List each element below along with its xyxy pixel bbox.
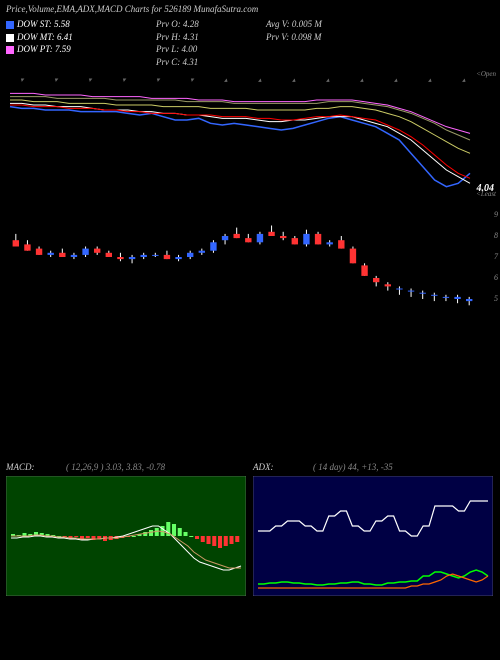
legend-item: Prv V: 0.098 M bbox=[266, 31, 364, 44]
legend-item: Prv L: 4.00 bbox=[156, 43, 254, 56]
legend-item: Prv H: 4.31 bbox=[156, 31, 254, 44]
prev-legend: Prv O: 4.28Prv H: 4.31Prv L: 4.00Prv C: … bbox=[150, 16, 260, 70]
y-tick: 9 bbox=[494, 210, 498, 219]
vol-legend: Avg V: 0.005 MPrv V: 0.098 M bbox=[260, 16, 370, 70]
legend-label: DOW ST: 5.58 bbox=[17, 19, 70, 29]
svg-text:▴: ▴ bbox=[428, 76, 432, 84]
swatch-icon bbox=[6, 21, 14, 29]
legend-label: DOW MT: 6.41 bbox=[17, 32, 73, 42]
swatch-icon bbox=[6, 46, 14, 54]
dow-legend: DOW ST: 5.58 DOW MT: 6.41 DOW PT: 7.59 bbox=[0, 16, 150, 70]
legend-item: Prv C: 4.31 bbox=[156, 56, 254, 69]
adx-subtitle: ( 14 day) 44, +13, -35 bbox=[313, 462, 393, 472]
svg-text:▴: ▴ bbox=[360, 76, 364, 84]
candlestick-chart: <Least 56789 bbox=[0, 200, 500, 330]
y-tick: 5 bbox=[494, 294, 498, 303]
svg-text:▴: ▴ bbox=[224, 76, 228, 84]
legend-item: Prv O: 4.28 bbox=[156, 18, 254, 31]
legend-area: DOW ST: 5.58 DOW MT: 6.41 DOW PT: 7.59 Prv… bbox=[0, 16, 500, 70]
macd-chart: MACD: ( 12,26,9 ) 3.03, 3.83, -0.78 bbox=[6, 476, 247, 596]
axis-label: <Open bbox=[476, 70, 496, 78]
macd-subtitle: ( 12,26,9 ) 3.03, 3.83, -0.78 bbox=[66, 462, 165, 472]
legend-item: DOW MT: 6.41 bbox=[6, 31, 144, 44]
axis-label: <Least bbox=[476, 190, 496, 198]
svg-text:▴: ▴ bbox=[462, 76, 466, 84]
legend-item: Avg V: 0.005 M bbox=[266, 18, 364, 31]
page-title: Price,Volume,EMA,ADX,MACD Charts for 526… bbox=[0, 0, 500, 16]
legend-label: DOW PT: 7.59 bbox=[17, 44, 71, 54]
y-tick: 6 bbox=[494, 273, 498, 282]
adx-chart: ADX: ( 14 day) 44, +13, -35 bbox=[253, 476, 494, 596]
legend-item: DOW PT: 7.59 bbox=[6, 43, 144, 56]
svg-text:▴: ▴ bbox=[326, 76, 330, 84]
ema-price-chart: ▾▾▾▾▾▾▴▴▴▴▴▴▴▴ <Open 4.04 bbox=[0, 70, 500, 200]
spacer bbox=[0, 330, 500, 460]
swatch-icon bbox=[6, 34, 14, 42]
y-tick: 7 bbox=[494, 252, 498, 261]
macd-title: MACD: bbox=[6, 462, 35, 472]
svg-text:▴: ▴ bbox=[292, 76, 296, 84]
y-tick: 8 bbox=[494, 231, 498, 240]
svg-text:▴: ▴ bbox=[258, 76, 262, 84]
legend-item: DOW ST: 5.58 bbox=[6, 18, 144, 31]
adx-title: ADX: bbox=[253, 462, 274, 472]
svg-text:▴: ▴ bbox=[394, 76, 398, 84]
